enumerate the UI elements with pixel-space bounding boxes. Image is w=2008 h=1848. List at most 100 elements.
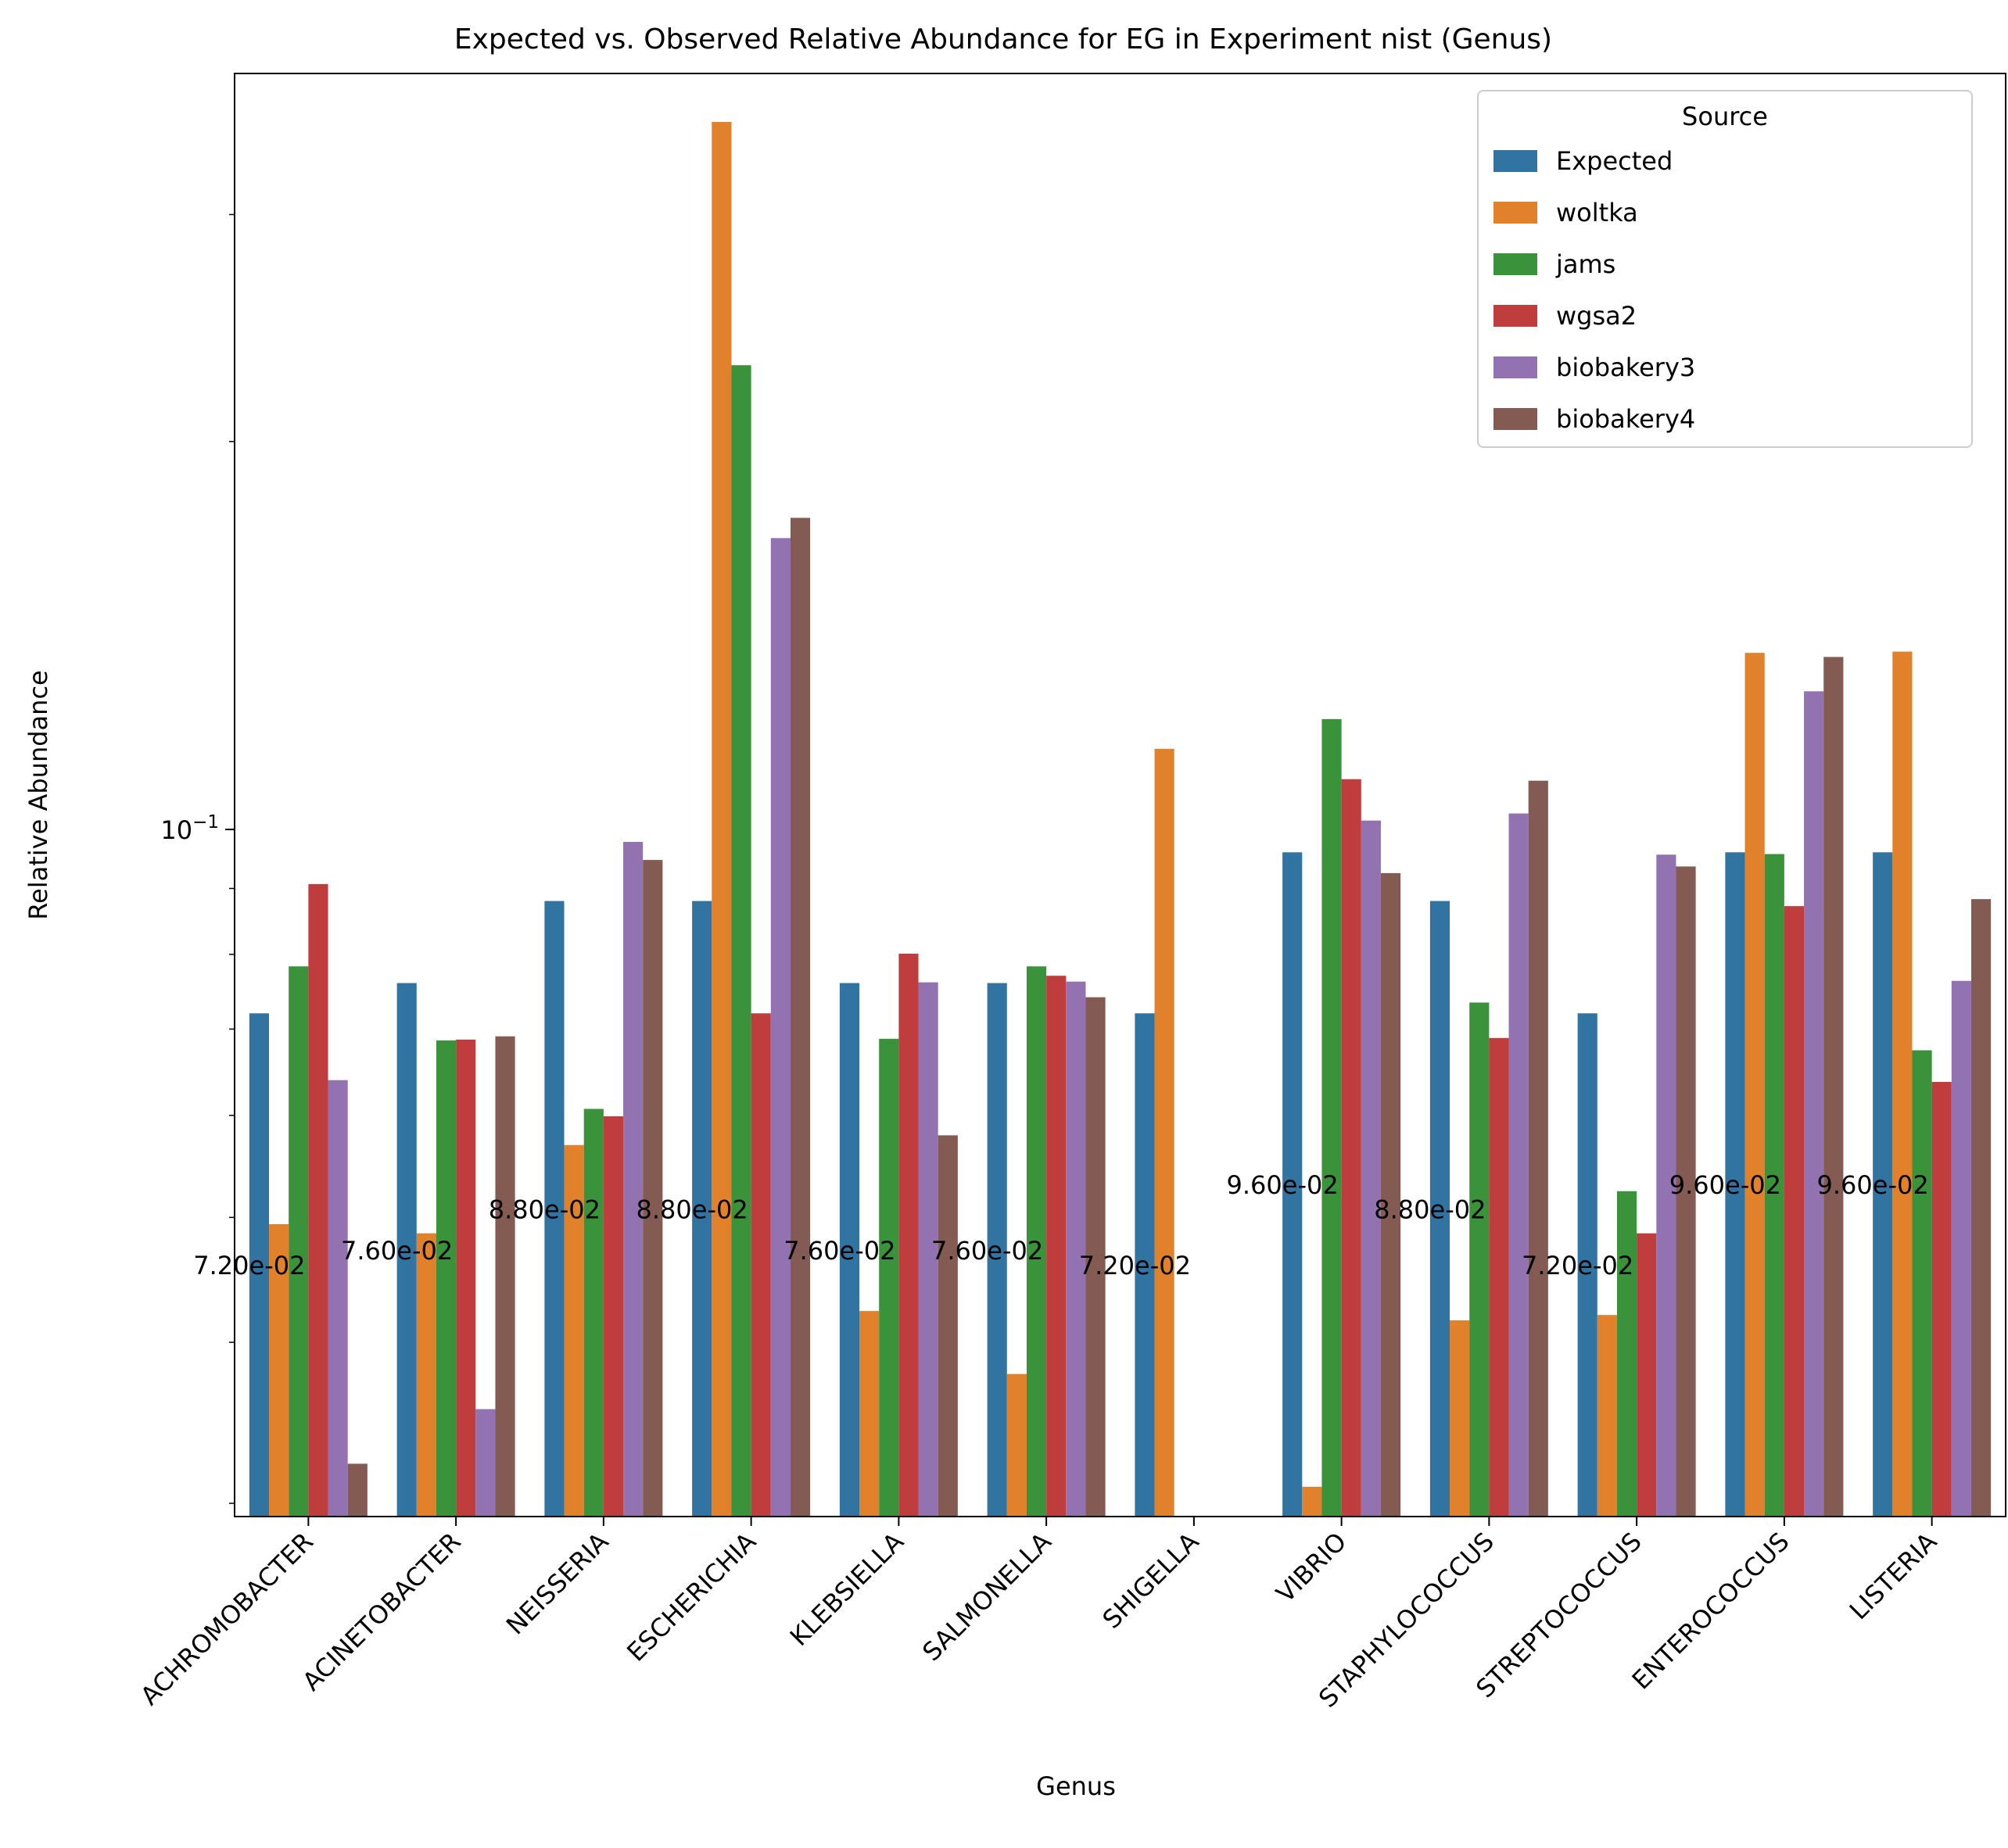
bar-jams-neisseria [583, 1108, 604, 1517]
bar-woltka-streptococcus [1597, 1315, 1617, 1517]
legend-title: Source [1682, 102, 1768, 131]
bar-biobakery4-enterococcus [1823, 657, 1844, 1517]
y-tick-label: 10−1 [160, 812, 219, 845]
bar-biobakery3-streptococcus [1656, 854, 1676, 1517]
legend-swatch-wgsa2 [1493, 305, 1537, 327]
bar-biobakery3-listeria [1951, 980, 1971, 1517]
legend-items: Expected woltka jams wgsa2 biobakery3 biobake… [1493, 146, 1695, 434]
bar-jams-listeria [1912, 1050, 1932, 1517]
bar-wgsa2-escherichia [751, 1013, 771, 1517]
legend-swatch-jams [1493, 253, 1537, 275]
bar-biobakery4-escherichia [790, 518, 811, 1517]
plot-area [234, 73, 2006, 1517]
bar-jams-acinetobacter [436, 1040, 457, 1517]
bar-wgsa2-achromobacter [308, 883, 328, 1517]
bar-expected-neisseria [544, 901, 565, 1517]
bar-woltka-escherichia [712, 121, 732, 1517]
bar-jams-streptococcus [1616, 1191, 1637, 1517]
x-tick-label-escherichia: ESCHERICHIA [621, 1527, 762, 1667]
legend-frame [1477, 90, 1973, 448]
annotations-group: 7.20e-02 7.60e-02 8.80e-02 8.80e-02 7.60e-02… [193, 1170, 1928, 1280]
legend-swatch-woltka [1493, 202, 1537, 224]
x-tick-label-shigella: SHIGELLA [1097, 1527, 1205, 1635]
bar-expected-acinetobacter [396, 983, 417, 1517]
bar-expected-achromobacter [249, 1013, 270, 1517]
bar-woltka-shigella [1154, 748, 1174, 1517]
bar-jams-staphylococcus [1469, 1002, 1490, 1517]
annotation-neisseria: 8.80e-02 [489, 1194, 601, 1224]
bar-biobakery4-staphylococcus [1528, 780, 1548, 1517]
x-tick-label-acinetobacter: ACINETOBACTER [296, 1527, 467, 1697]
bar-woltka-acinetobacter [416, 1233, 436, 1517]
bar-wgsa2-streptococcus [1637, 1233, 1657, 1517]
x-tick-label-klebsiella: KLEBSIELLA [784, 1527, 909, 1652]
annotation-enterococcus: 9.60e-02 [1669, 1170, 1781, 1200]
annotation-salmonella: 7.60e-02 [931, 1236, 1043, 1266]
annotation-shigella: 7.20e-02 [1079, 1251, 1191, 1280]
bar-biobakery4-neisseria [643, 860, 663, 1517]
bar-biobakery4-listeria [1970, 899, 1992, 1517]
bar-biobakery4-acinetobacter [495, 1036, 515, 1517]
bar-woltka-salmonella [1006, 1373, 1027, 1517]
bar-expected-klebsiella [839, 983, 860, 1517]
bar-woltka-klebsiella [859, 1311, 880, 1517]
bar-wgsa2-staphylococcus [1489, 1037, 1509, 1517]
bar-woltka-enterococcus [1744, 653, 1765, 1517]
legend-label-wgsa2: wgsa2 [1556, 301, 1637, 331]
bar-biobakery3-enterococcus [1804, 691, 1824, 1517]
bar-woltka-listeria [1892, 651, 1913, 1517]
bar-biobakery3-klebsiella [918, 982, 938, 1517]
bar-expected-streptococcus [1577, 1013, 1597, 1517]
y-axis: 10−1 [160, 213, 235, 1504]
annotation-achromobacter: 7.20e-02 [193, 1251, 305, 1280]
legend-label-biobakery3: biobakery3 [1556, 353, 1695, 382]
bar-woltka-vibrio [1302, 1486, 1322, 1517]
x-tick-label-streptococcus: STREPTOCOCCUS [1470, 1527, 1647, 1703]
x-tick-label-listeria: LISTERIA [1844, 1527, 1943, 1626]
legend-swatch-expected [1493, 150, 1537, 172]
bar-expected-listeria [1873, 852, 1893, 1517]
bar-biobakery3-acinetobacter [475, 1409, 496, 1517]
x-tick-label-achromobacter: ACHROMOBACTER [134, 1527, 319, 1711]
bar-jams-klebsiella [879, 1038, 899, 1517]
bar-woltka-staphylococcus [1450, 1320, 1470, 1517]
x-tick-label-vibrio: VIBRIO [1271, 1527, 1353, 1609]
annotation-klebsiella: 7.60e-02 [783, 1236, 895, 1266]
legend-label-jams: jams [1555, 249, 1615, 279]
bar-biobakery3-achromobacter [328, 1080, 348, 1517]
bar-woltka-neisseria [564, 1144, 584, 1517]
bar-jams-salmonella [1026, 966, 1047, 1517]
annotation-escherichia: 8.80e-02 [636, 1194, 748, 1224]
bar-jams-vibrio [1321, 718, 1342, 1517]
bar-expected-escherichia [692, 901, 712, 1517]
bar-biobakery4-vibrio [1380, 872, 1401, 1517]
bar-jams-achromobacter [289, 966, 309, 1517]
x-tick-label-salmonella: SALMONELLA [916, 1527, 1057, 1667]
x-tick-label-neisseria: NEISSERIA [500, 1527, 615, 1641]
bars-group [249, 121, 1992, 1517]
legend: Source Expected woltka jams wgsa2 biobakery3… [1477, 90, 1973, 448]
bar-biobakery4-klebsiella [938, 1135, 958, 1517]
chart-title: Expected vs. Observed Relative Abundance… [454, 23, 1552, 56]
legend-swatch-biobakery4 [1493, 408, 1537, 430]
bar-jams-escherichia [731, 365, 751, 1517]
bar-biobakery3-vibrio [1361, 820, 1381, 1517]
bar-expected-vibrio [1282, 852, 1303, 1517]
bar-wgsa2-vibrio [1341, 779, 1361, 1517]
annotation-streptococcus: 7.20e-02 [1522, 1251, 1633, 1280]
bar-expected-enterococcus [1725, 852, 1745, 1517]
legend-label-biobakery4: biobakery4 [1556, 404, 1695, 434]
bar-jams-enterococcus [1764, 854, 1784, 1517]
x-axis-label: Genus [1036, 1771, 1116, 1801]
bar-biobakery3-escherichia [770, 538, 791, 1517]
annotation-listeria: 9.60e-02 [1817, 1170, 1929, 1200]
bar-wgsa2-enterococcus [1784, 906, 1805, 1517]
bar-expected-salmonella [987, 983, 1007, 1517]
legend-label-woltka: woltka [1556, 198, 1638, 227]
bar-wgsa2-salmonella [1046, 976, 1067, 1517]
bar-wgsa2-acinetobacter [456, 1039, 476, 1517]
bar-biobakery3-staphylococcus [1508, 813, 1529, 1517]
bar-wgsa2-listeria [1931, 1081, 1952, 1517]
bar-wgsa2-klebsiella [898, 953, 919, 1517]
